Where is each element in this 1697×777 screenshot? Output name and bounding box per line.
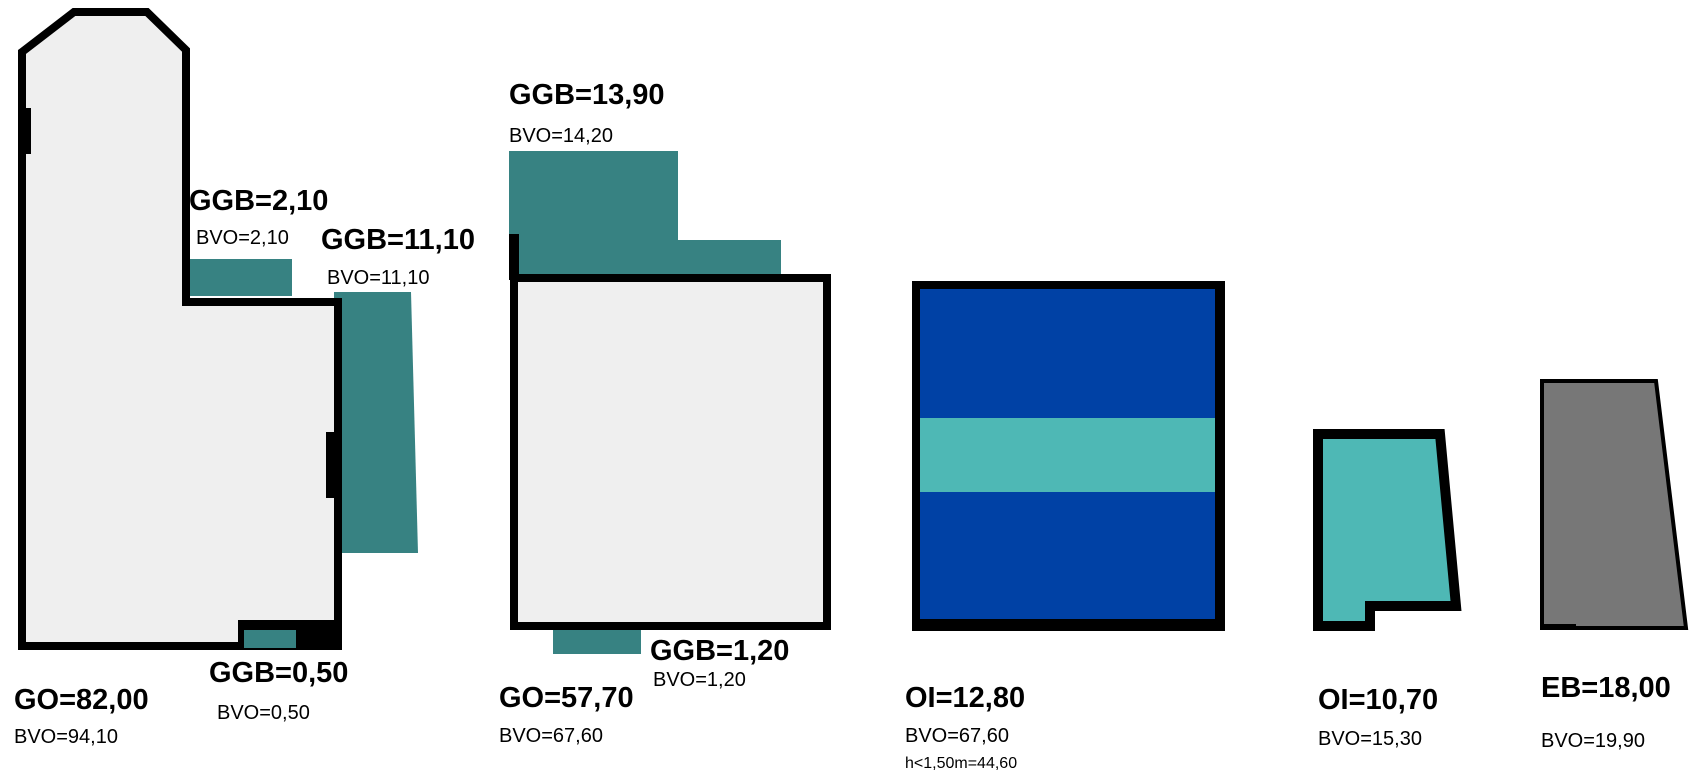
label-bvo-1-20: BVO=1,20 — [653, 669, 746, 691]
label-h-note: h<1,50m=44,60 — [905, 755, 1018, 772]
label-bvo-19-90: BVO=19,90 — [1541, 730, 1645, 752]
shape-ggb-0-50 — [244, 630, 296, 648]
label-bvo-15-30: BVO=15,30 — [1318, 728, 1422, 750]
shape-eb-18-00 — [1540, 379, 1689, 630]
label-bvo-94: BVO=94,10 — [14, 726, 118, 748]
shape-ggb-13-90 — [509, 151, 781, 280]
oi-12-80-band — [920, 418, 1215, 492]
shape-building-1 — [18, 8, 342, 650]
shape-ggb-2-10 — [189, 259, 292, 296]
wall-detail-left — [22, 108, 31, 154]
shape-building-2 — [510, 274, 831, 630]
label-oi-12-80: OI=12,80 — [905, 682, 1026, 714]
label-bvo-2-10: BVO=2,10 — [196, 227, 289, 249]
label-bvo-0-50: BVO=0,50 — [217, 702, 310, 724]
label-bvo-11-10: BVO=11,10 — [327, 267, 430, 289]
wall-detail-top — [509, 234, 519, 280]
label-bvo-14-20: BVO=14,20 — [509, 125, 613, 147]
label-ggb-1-20: GGB=1,20 — [650, 635, 790, 667]
wall-detail-eb — [1542, 624, 1576, 630]
label-ggb-11-10: GGB=11,10 — [321, 224, 475, 256]
label-go-57-70: GO=57,70 — [499, 682, 634, 714]
wall-detail-right — [326, 432, 338, 498]
label-ggb-13-90: GGB=13,90 — [509, 79, 665, 111]
label-eb-18: EB=18,00 — [1541, 672, 1671, 704]
label-ggb-0-50: GGB=0,50 — [209, 657, 349, 689]
label-bvo-67-60-a: BVO=67,60 — [499, 725, 603, 747]
label-oi-10-70: OI=10,70 — [1318, 684, 1439, 716]
shape-ggb-11-10 — [334, 292, 418, 553]
shape-ggb-1-20 — [553, 630, 641, 654]
label-ggb-2-10: GGB=2,10 — [189, 185, 329, 217]
shape-oi-10-70 — [1313, 429, 1462, 631]
label-bvo-67-60-b: BVO=67,60 — [905, 725, 1009, 747]
label-go-82: GO=82,00 — [14, 684, 149, 716]
